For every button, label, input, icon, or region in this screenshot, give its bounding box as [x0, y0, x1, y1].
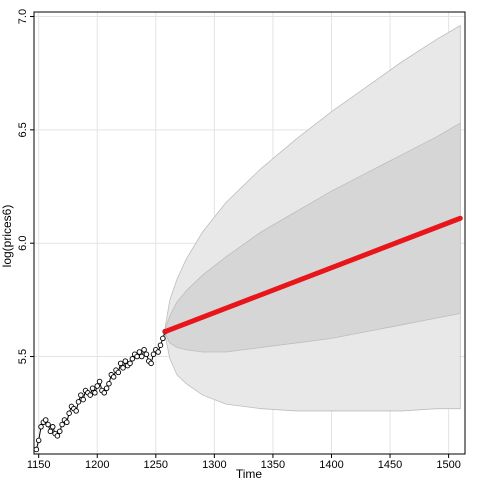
x-tick-label: 1200: [85, 459, 109, 471]
observed-point: [136, 349, 143, 355]
observed-point: [155, 349, 161, 355]
observed-point: [73, 408, 79, 414]
x-tick-label: 1150: [27, 459, 51, 471]
plot-frame: [33, 11, 466, 455]
observed-point: [115, 369, 122, 376]
confidence-bands: [164, 24, 461, 412]
observed-point: [57, 428, 63, 435]
y-tick-label: 6.5: [17, 122, 29, 137]
observed-point: [117, 360, 124, 367]
observed-point: [87, 392, 93, 398]
observed-point: [47, 428, 54, 435]
observed-point: [141, 346, 147, 353]
observed-point: [45, 421, 51, 428]
x-tick-label: 1350: [261, 459, 285, 471]
x-tick-label: 1450: [378, 459, 402, 471]
observed-point: [64, 419, 70, 426]
x-axis-label: Time: [236, 467, 263, 480]
series-layer: [33, 215, 463, 453]
observed-point: [42, 417, 49, 423]
inner-confidence-band: [164, 122, 461, 353]
observed-point: [110, 374, 117, 380]
observed-point: [120, 365, 126, 371]
observed-point: [59, 421, 65, 428]
observed-point: [75, 399, 82, 405]
observed-point: [143, 351, 150, 358]
observed-point: [54, 433, 61, 439]
observed-point: [49, 424, 56, 430]
observed-point: [94, 383, 100, 389]
observed-point: [127, 360, 133, 367]
observed-point: [134, 353, 140, 360]
x-tick-label: 1300: [202, 459, 226, 471]
observed-point: [157, 342, 164, 348]
y-tick-label: 5.5: [17, 349, 29, 364]
y-tick-label: 7.0: [17, 9, 29, 24]
observed-point: [35, 437, 42, 444]
observed-point: [101, 390, 108, 396]
observed-point: [138, 353, 145, 360]
y-axis-label: log(prices6): [0, 205, 14, 268]
observed-point: [96, 378, 103, 385]
x-tick-label: 1250: [144, 459, 168, 471]
x-tick-label: 1500: [436, 459, 460, 471]
forecast-line: [162, 215, 463, 335]
observed-point: [160, 335, 166, 342]
observed-point: [129, 356, 136, 362]
observed-point: [103, 385, 110, 392]
observed-point: [78, 392, 84, 398]
observed-point: [122, 358, 129, 364]
observed-point: [33, 446, 40, 453]
observed-point: [89, 385, 96, 392]
y-tick-label: 6.0: [17, 236, 29, 251]
observed-point: [106, 380, 112, 387]
observed-point: [92, 390, 98, 396]
x-tick-label: 1400: [319, 459, 343, 471]
observed-point: [66, 410, 72, 416]
observed-point: [38, 424, 44, 430]
axis-layer: 1150 1200 1250 1300 1350 1400 1450 1500 5.5 6.0 6.…: [17, 9, 466, 471]
observed-point: [80, 396, 86, 403]
observed-point: [148, 360, 154, 367]
observed-point: [150, 351, 157, 358]
